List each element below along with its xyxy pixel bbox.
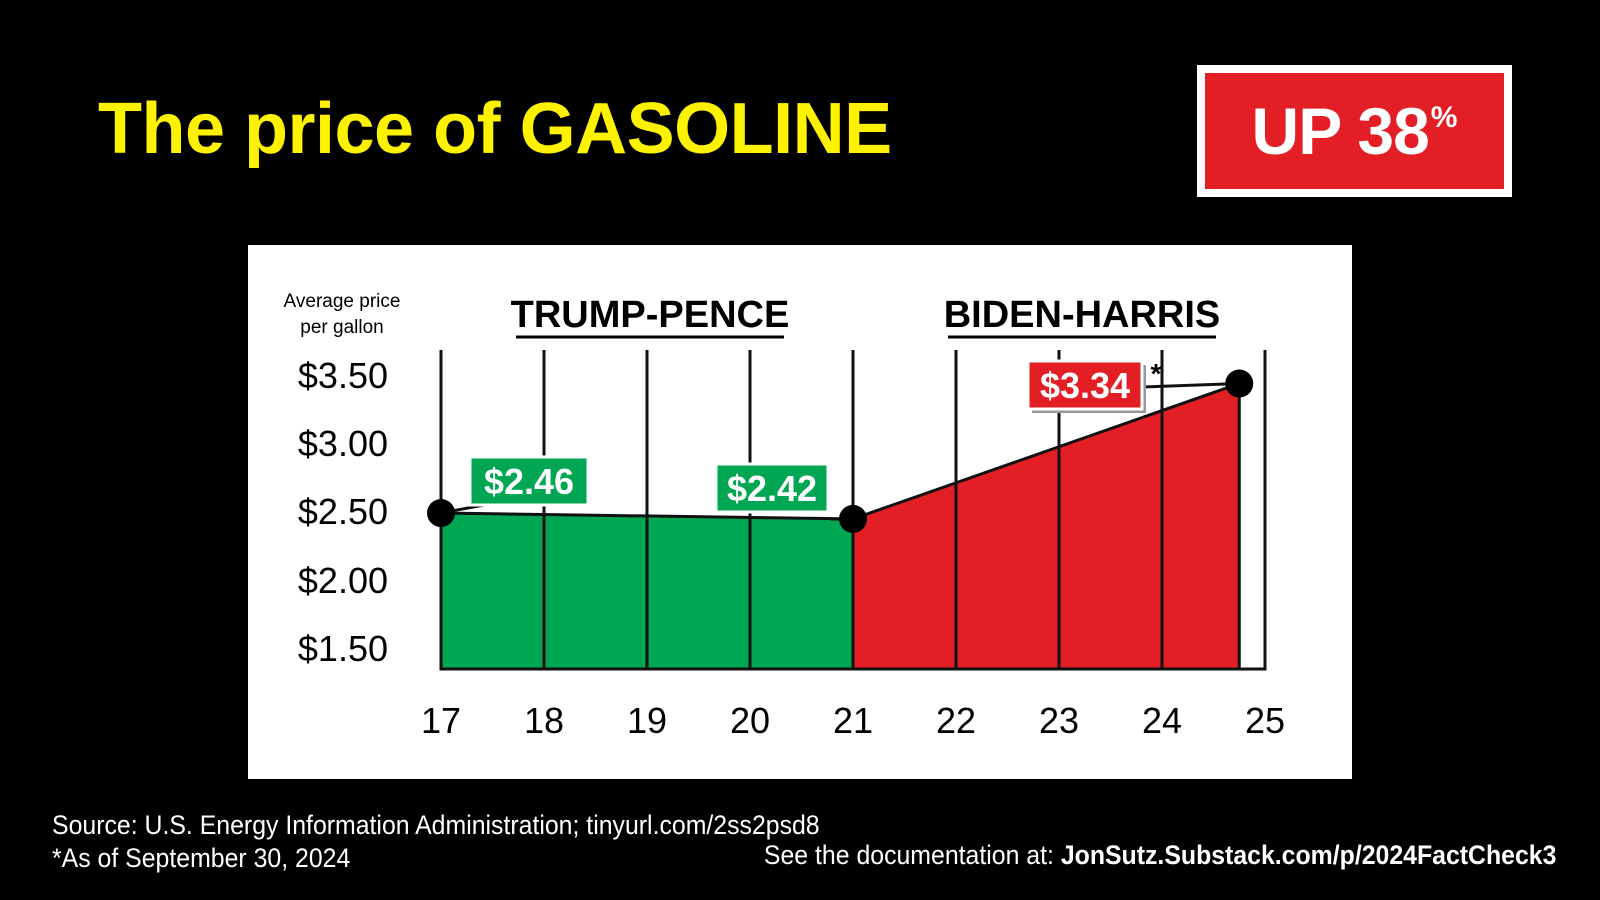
x-tick-label: 21 <box>833 700 873 741</box>
y-tick-label: $3.50 <box>298 355 388 396</box>
chart-panel: 17 18 19 20 21 22 23 24 25 $3.50 $3.00 $2.50 $2.00 $1… <box>248 245 1352 779</box>
y-tick-label: $2.50 <box>298 491 388 532</box>
series-header-label: TRUMP-PENCE <box>511 294 790 336</box>
x-tick-label: 22 <box>936 700 976 741</box>
gas-price-chart: 17 18 19 20 21 22 23 24 25 $3.50 $3.00 $2.50 $2.00 $1… <box>284 291 1285 741</box>
y-axis-label: Average price <box>284 291 401 312</box>
series-line-0 <box>440 511 854 521</box>
annotation-label: $2.42 <box>727 468 817 509</box>
y-axis-label: per gallon <box>300 317 383 338</box>
page-title: The price of GASOLINE <box>98 89 892 169</box>
asof-note: *As of September 30, 2024 <box>52 843 351 873</box>
data-point-marker <box>1225 369 1254 398</box>
documentation-link[interactable]: JonSutz.Substack.com/p/2024FactCheck3 <box>1060 840 1556 870</box>
annotation-leader <box>1141 382 1240 389</box>
badge-percent-sign: % <box>1430 101 1458 134</box>
x-tick-label: 25 <box>1245 700 1285 741</box>
annotation-box <box>1026 359 1144 411</box>
x-tick-label: 23 <box>1039 700 1079 741</box>
data-point-marker <box>839 504 867 533</box>
y-tick-label: $3.00 <box>298 423 388 464</box>
annotation-box <box>468 455 590 507</box>
documentation-prefix: See the documentation at: <box>763 840 1061 870</box>
percent-change-badge: UP 38 % <box>1197 65 1512 197</box>
source-note: Source: U.S. Energy Information Administ… <box>52 810 820 840</box>
x-tick-label: 19 <box>627 700 667 741</box>
data-point-marker <box>427 499 455 528</box>
y-tick-label: $1.50 <box>298 628 388 669</box>
annotation-label: $3.34 <box>1040 365 1130 406</box>
annotation-note: * <box>1151 358 1162 389</box>
x-tick-label: 18 <box>524 700 564 741</box>
x-tick-label: 20 <box>730 700 770 741</box>
x-tick-label: 24 <box>1142 700 1182 741</box>
series-area-1 <box>853 383 1240 669</box>
documentation-note: See the documentation at: JonSutz.Substa… <box>763 840 1556 871</box>
series-line-1 <box>852 382 1240 521</box>
series-header-label: BIDEN-HARRIS <box>944 294 1221 336</box>
x-tick-label: 17 <box>421 700 461 741</box>
annotation-box <box>714 462 830 514</box>
annotation-label: $2.46 <box>484 461 574 502</box>
y-tick-label: $2.00 <box>298 560 388 601</box>
badge-text: UP 38 <box>1251 94 1430 168</box>
